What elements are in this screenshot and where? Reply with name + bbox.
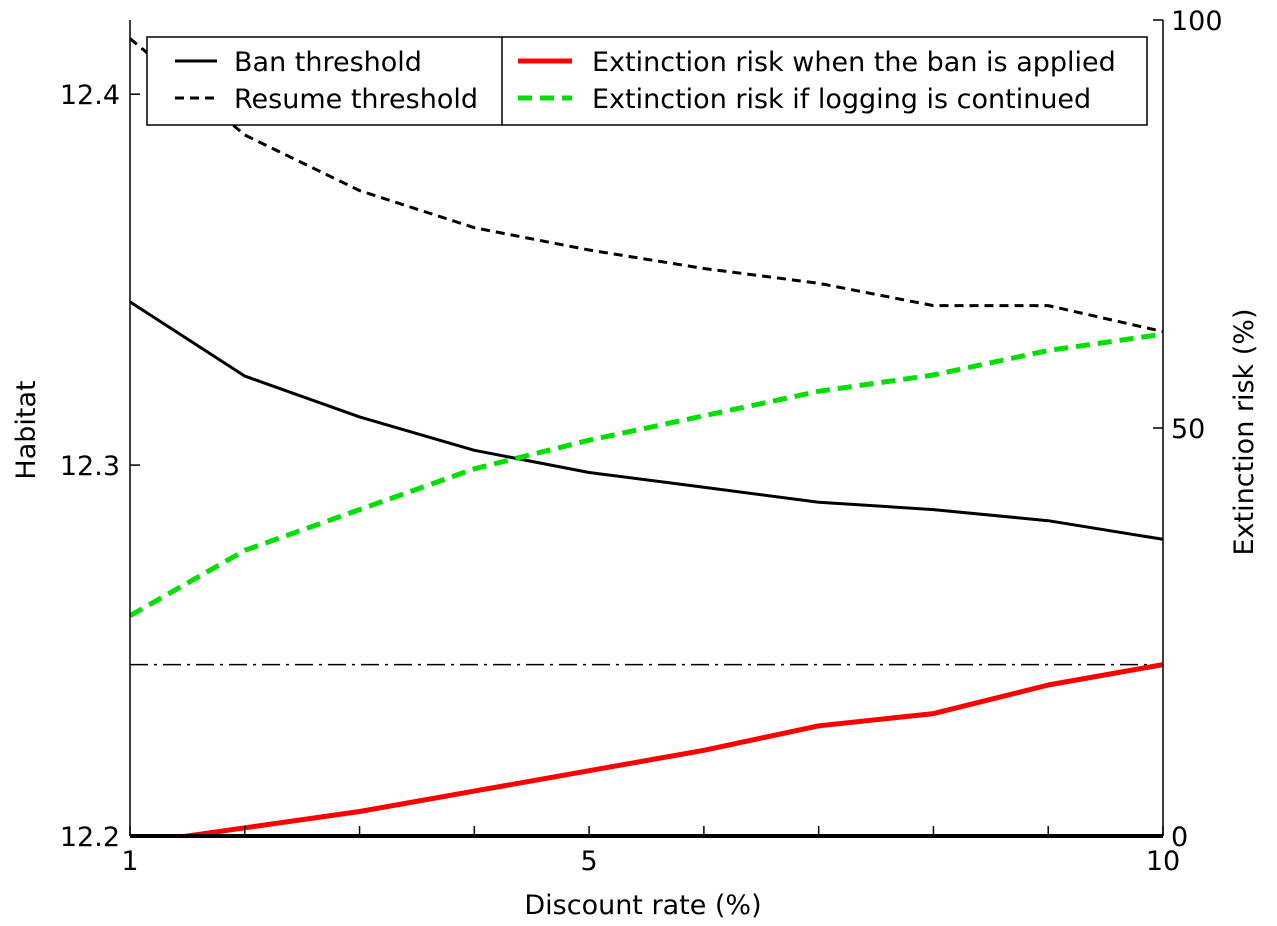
y-axis-left-title: Habitat — [11, 380, 42, 479]
series-line-2 — [169, 662, 1163, 836]
series-line-1 — [130, 37, 1163, 334]
legend-box — [146, 36, 1148, 126]
ticks: 1 5 10 12.2 12.3 12.4 0 50 100 — [60, 6, 1223, 877]
y-right-tick-label: 100 — [1171, 6, 1223, 37]
y-left-tick-label: 12.4 — [60, 80, 120, 111]
legend-label-resume-threshold: Resume threshold — [234, 84, 478, 115]
x-tick-label: 5 — [581, 846, 598, 877]
y-axis-right-title: Extinction risk (%) — [1229, 309, 1260, 556]
plot-area — [130, 37, 1163, 836]
legend-label-risk-continued: Extinction risk if logging is continued — [592, 84, 1091, 115]
series-line-3 — [130, 331, 1163, 618]
y-right-tick-label: 0 — [1171, 822, 1188, 853]
y-left-tick-label: 12.2 — [60, 822, 120, 853]
y-left-tick-label: 12.3 — [60, 451, 120, 482]
x-tick-label: 1 — [121, 846, 138, 877]
x-axis-title: Discount rate (%) — [524, 890, 761, 921]
series-line-0 — [130, 300, 1163, 541]
x-tick-label: 10 — [1146, 846, 1180, 877]
legend-label-risk-ban: Extinction risk when the ban is applied — [592, 47, 1116, 78]
y-right-tick-label: 50 — [1171, 414, 1205, 445]
legend-label-ban-threshold: Ban threshold — [234, 47, 422, 78]
legend: Ban threshold Resume threshold Extinctio… — [146, 36, 1148, 126]
